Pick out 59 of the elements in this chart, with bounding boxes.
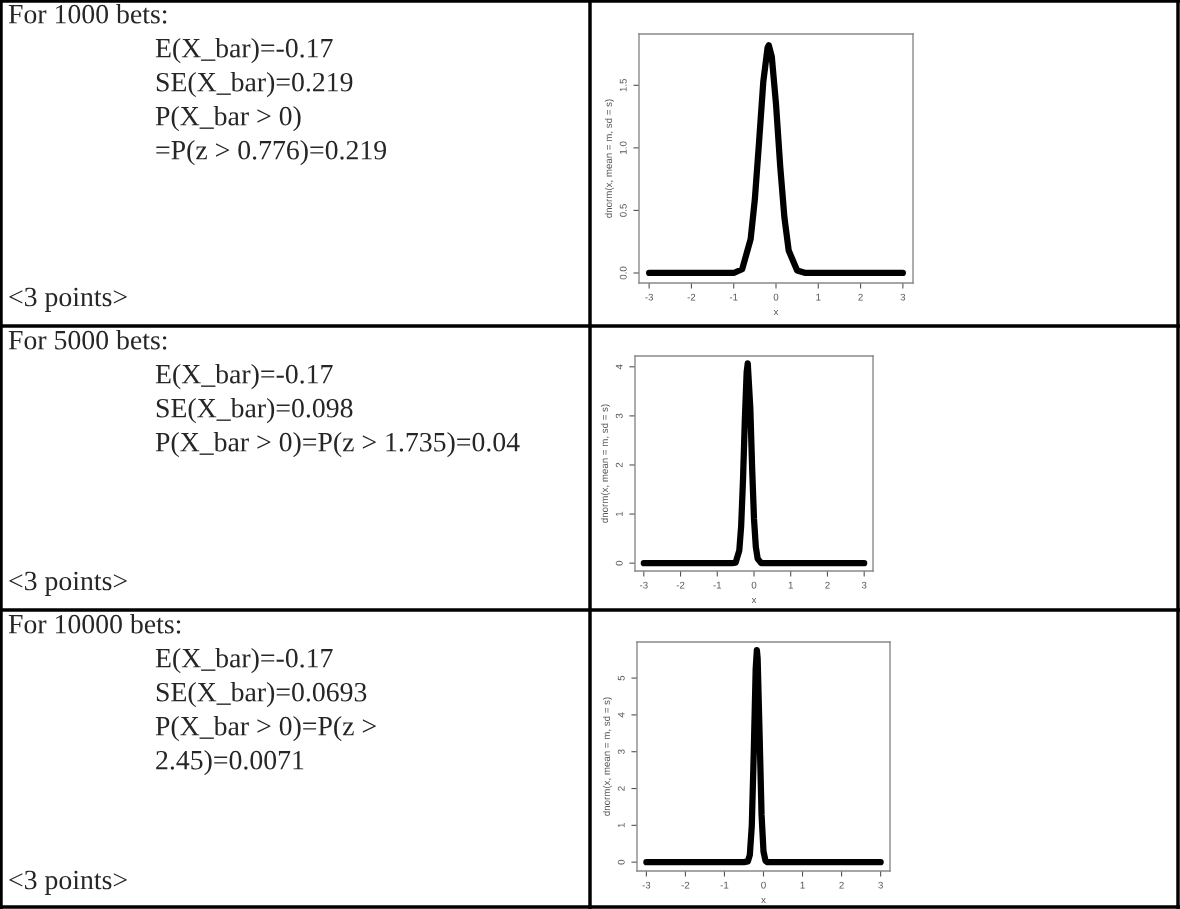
text: For 10000 bets:	[8, 614, 181, 634]
x-axis-title: x	[751, 597, 757, 604]
text: =P(z > 0.776)=0.219	[156, 140, 387, 166]
y-tick-label: 4	[617, 712, 625, 718]
x-tick-label: 1	[788, 581, 793, 589]
y-tick-label: 0.5	[619, 204, 627, 217]
y-tick-label: 4	[615, 364, 623, 370]
x-axis-title: x	[773, 309, 779, 316]
y-tick-label: 1	[615, 511, 623, 517]
x-tick-label: -3	[645, 293, 654, 301]
text: P(X_bar > 0)=P(z > 1.735)=0.04	[155, 432, 520, 458]
x-tick-label: 3	[861, 581, 867, 589]
y-axis-title: dnorm(x, mean = m, sd = s)	[604, 99, 614, 218]
y-tick-label: 1.5	[619, 78, 627, 92]
text: SE(X_bar)=0.0693	[156, 682, 367, 708]
x-tick-label: 1	[800, 881, 805, 889]
y-tick-label: 2	[617, 786, 625, 791]
y-tick-label: 0.0	[619, 266, 627, 280]
x-tick-label: -3	[639, 581, 648, 589]
text: E(X_bar)=-0.17	[155, 38, 333, 64]
y-tick-label: 2	[615, 462, 623, 468]
x-tick-label: -3	[642, 881, 651, 889]
text: <3 points>	[9, 571, 127, 596]
y-tick-label: 1	[617, 823, 625, 828]
y-tick-label: 3	[615, 413, 623, 419]
x-tick-label: 3	[900, 293, 906, 301]
y-tick-label: 0	[615, 560, 623, 566]
x-tick-label: -1	[729, 293, 738, 301]
x-tick-label: -1	[720, 881, 729, 889]
text: For 5000 bets:	[8, 330, 167, 350]
x-tick-label: 2	[858, 293, 863, 301]
text: For 1000 bets:	[8, 4, 167, 24]
x-tick-label: 0	[761, 881, 766, 889]
x-tick-label: -2	[687, 293, 696, 301]
x-tick-label: 2	[825, 581, 830, 589]
x-tick-label: -2	[681, 881, 690, 889]
text: E(X_bar)=-0.17	[155, 648, 333, 674]
y-axis-title: dnorm(x, mean = m, sd = s)	[602, 697, 612, 816]
text: 2.45)=0.0071	[156, 750, 304, 776]
x-tick-label: 0	[773, 293, 779, 301]
x-tick-label: 0	[751, 581, 757, 589]
x-tick-label: 2	[839, 881, 844, 889]
x-tick-label: 3	[878, 881, 883, 889]
text: SE(X_bar)=0.219	[156, 72, 353, 98]
text: <3 points>	[9, 870, 127, 895]
x-axis-title: x	[761, 897, 766, 904]
text: P(X_bar > 0)	[155, 106, 301, 132]
text: SE(X_bar)=0.098	[156, 398, 353, 424]
y-tick-label: 0	[617, 859, 625, 865]
text: P(X_bar > 0)=P(z >	[155, 716, 376, 742]
text: <3 points>	[9, 287, 127, 312]
text: E(X_bar)=-0.17	[155, 364, 333, 390]
x-tick-label: 1	[816, 293, 821, 301]
y-tick-label: 3	[617, 749, 625, 755]
x-tick-label: -2	[676, 581, 685, 589]
y-tick-label: 1.0	[619, 141, 627, 154]
y-axis-title: dnorm(x, mean = m, sd = s)	[600, 404, 610, 523]
y-tick-label: 5	[617, 675, 625, 681]
x-tick-label: -1	[713, 581, 722, 589]
